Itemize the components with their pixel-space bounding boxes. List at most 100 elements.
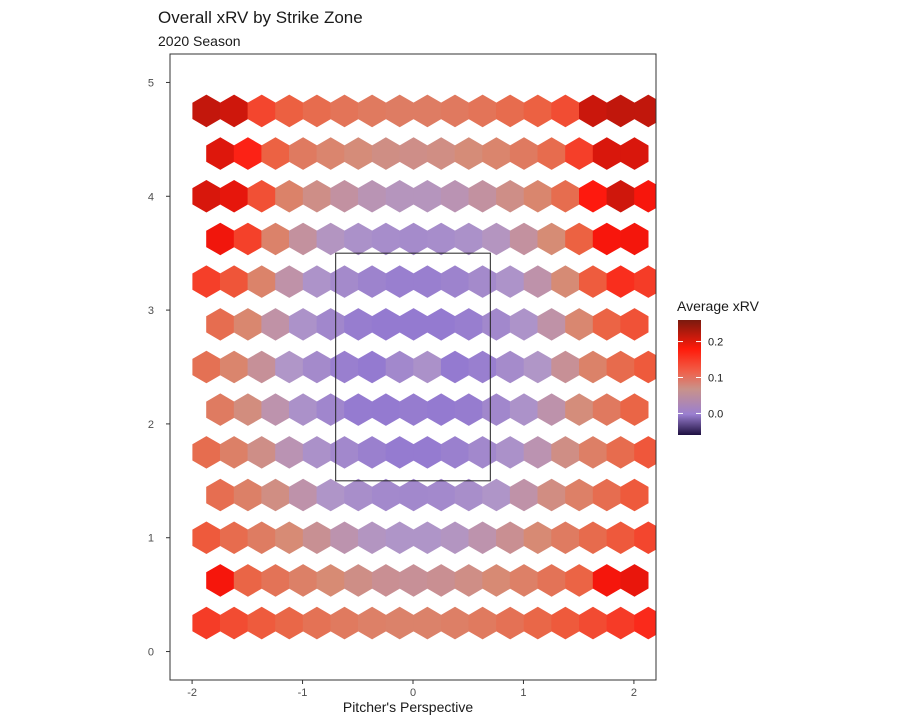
hex-bin — [330, 180, 359, 213]
hex-bin — [620, 137, 649, 170]
y-tick-label: 2 — [148, 419, 154, 431]
y-tick-label: 5 — [148, 77, 154, 89]
hex-bin — [261, 393, 290, 426]
hex-bin — [358, 265, 387, 298]
hex-bin — [523, 521, 552, 554]
hex-bin — [302, 94, 331, 128]
hex-bin — [537, 137, 566, 170]
hex-bin — [289, 222, 318, 256]
hex-bin — [316, 393, 345, 426]
hex-bin — [275, 350, 304, 384]
hex-bin — [233, 478, 262, 512]
hex-bin — [537, 564, 566, 597]
hex-bin — [220, 521, 249, 554]
hex-bin — [330, 350, 359, 384]
hex-bin — [427, 564, 456, 597]
hex-bin — [468, 521, 497, 554]
hex-bin — [427, 137, 456, 170]
hex-bin — [358, 94, 387, 128]
hex-bin — [440, 606, 470, 640]
hex-bin — [192, 436, 221, 469]
hex-bin — [551, 350, 580, 384]
legend-colorbar — [678, 320, 701, 435]
hex-bin — [330, 521, 359, 554]
hex-bin — [289, 564, 318, 597]
hex-bin — [454, 137, 483, 170]
hex-bin — [509, 137, 539, 170]
hex-bin — [233, 393, 262, 426]
hex-bin — [482, 137, 511, 170]
hex-bin — [330, 265, 359, 298]
hex-bin — [261, 564, 290, 597]
hex-bin — [413, 521, 442, 554]
hex-bin — [523, 180, 552, 213]
legend-tick-label: 0.2 — [708, 337, 723, 349]
hex-bin — [247, 94, 276, 128]
hex-bin — [579, 180, 608, 213]
hex-bin — [206, 137, 235, 170]
hex-bin — [509, 393, 539, 426]
hex-bin — [551, 606, 580, 640]
hex-bin — [454, 564, 483, 597]
hex-bin — [233, 564, 262, 597]
hex-bin — [344, 308, 373, 341]
hex-bin — [399, 393, 428, 426]
hex-bin — [261, 137, 290, 170]
hex-bin — [634, 350, 656, 384]
hex-bin — [620, 564, 649, 597]
hex-bin — [496, 180, 525, 213]
hex-bin — [385, 436, 414, 469]
hex-bin — [496, 436, 525, 469]
hex-bin — [247, 521, 276, 554]
hex-bin — [579, 606, 608, 640]
hex-bin — [509, 478, 539, 512]
hex-bin — [620, 222, 649, 256]
hex-bin — [247, 265, 276, 298]
hex-bin — [509, 308, 539, 341]
strike-zone-box — [335, 252, 491, 482]
hex-bin — [344, 222, 373, 256]
hex-layer — [192, 94, 656, 640]
hex-bin — [247, 436, 276, 469]
hex-bin — [385, 94, 414, 128]
hex-bin — [385, 606, 414, 640]
hex-bin — [565, 564, 594, 597]
hex-bin — [330, 606, 359, 640]
hex-bin — [302, 265, 331, 298]
hex-bin — [537, 222, 566, 256]
hex-bin — [358, 436, 387, 469]
y-tick-label: 1 — [148, 533, 154, 545]
hex-bin — [592, 308, 621, 341]
y-tick-label: 4 — [148, 191, 154, 203]
hex-bin — [316, 564, 345, 597]
hex-bin — [275, 94, 304, 128]
hex-bin — [579, 94, 608, 128]
hex-bin — [551, 265, 580, 298]
hex-bin — [620, 393, 649, 426]
legend-tick-label: 0.1 — [708, 373, 723, 385]
hex-bin — [275, 436, 304, 469]
hex-bin — [371, 393, 400, 426]
hex-bin — [551, 521, 580, 554]
hex-bin — [192, 350, 221, 384]
hex-bin — [592, 222, 621, 256]
hex-bin — [592, 564, 621, 597]
hex-bin — [385, 521, 414, 554]
hex-bin — [413, 94, 442, 128]
hex-bin — [634, 180, 656, 213]
x-axis: -2 -1 0 1 2 — [187, 680, 637, 699]
hex-bin — [482, 393, 511, 426]
hex-bin — [275, 180, 304, 213]
hex-bin — [399, 478, 428, 512]
hex-bin — [620, 308, 649, 341]
legend-tick-label: 0.0 — [708, 408, 723, 420]
hex-bin — [220, 94, 249, 128]
hex-bin — [358, 180, 387, 213]
hex-bin — [579, 521, 608, 554]
hex-bin — [565, 222, 594, 256]
hex-bin — [565, 308, 594, 341]
hex-bin — [482, 564, 511, 597]
hex-bin — [468, 180, 497, 213]
hex-bin — [275, 606, 304, 640]
